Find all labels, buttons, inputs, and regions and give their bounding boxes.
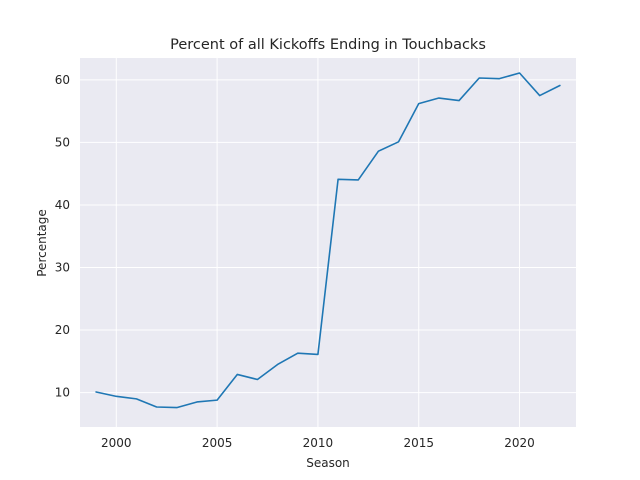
x-tick-label: 2020 <box>504 436 535 450</box>
x-gridlines <box>115 58 521 427</box>
y-gridlines <box>80 79 576 394</box>
data-point <box>559 85 561 87</box>
data-point <box>478 77 480 79</box>
data-point <box>357 179 359 181</box>
data-point <box>458 100 460 102</box>
data-point <box>257 379 259 381</box>
data-point <box>216 399 218 401</box>
data-point <box>418 103 420 105</box>
y-tick-labels: 10 20 30 40 50 60 <box>55 73 70 400</box>
x-tick-label: 2000 <box>101 436 132 450</box>
x-tick-labels: 2000 2005 2010 2015 2020 <box>101 436 535 450</box>
data-point <box>337 179 339 181</box>
data-point <box>398 141 400 143</box>
y-tick-label: 60 <box>55 73 70 87</box>
y-tick-label: 20 <box>55 323 70 337</box>
data-point <box>317 354 319 356</box>
chart-title: Percent of all Kickoffs Ending in Touchb… <box>170 37 486 53</box>
data-point <box>499 78 501 80</box>
series-line <box>95 72 561 409</box>
y-tick-label: 50 <box>55 135 70 149</box>
data-point <box>115 396 117 398</box>
data-point <box>136 398 138 400</box>
data-point <box>95 391 97 393</box>
x-tick-label: 2015 <box>403 436 434 450</box>
data-point <box>438 97 440 99</box>
data-point <box>539 95 541 97</box>
x-tick-label: 2010 <box>303 436 334 450</box>
y-axis-label: Percentage <box>35 209 49 277</box>
data-point <box>176 407 178 409</box>
x-tick-label: 2005 <box>202 436 233 450</box>
y-tick-label: 30 <box>55 261 70 275</box>
y-tick-label: 40 <box>55 198 70 212</box>
plot-area <box>80 58 576 427</box>
data-point <box>236 374 238 376</box>
series-layer <box>95 72 561 409</box>
data-point <box>196 401 198 403</box>
data-point <box>378 150 380 152</box>
y-tick-label: 10 <box>55 386 70 400</box>
data-point <box>156 406 158 408</box>
data-point <box>519 72 521 74</box>
x-axis-label: Season <box>306 456 350 470</box>
data-point <box>277 364 279 366</box>
data-point <box>297 352 299 354</box>
